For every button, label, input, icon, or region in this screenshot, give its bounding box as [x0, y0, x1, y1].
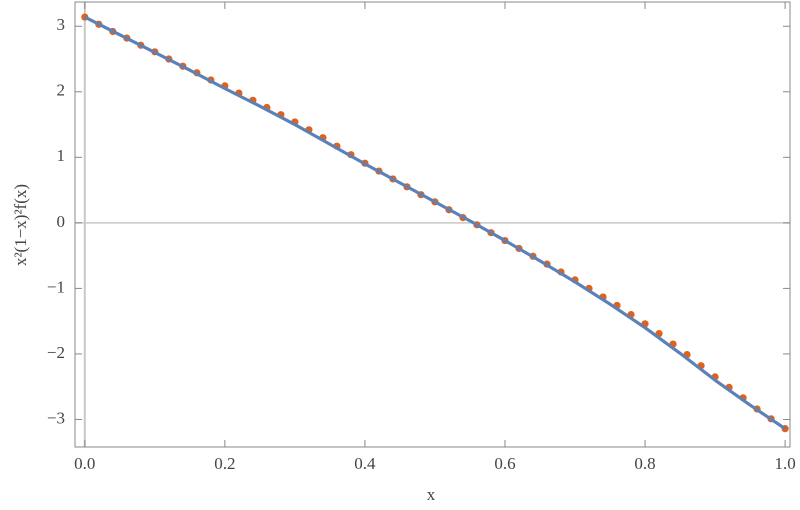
- plot-frame: [74, 1, 791, 448]
- y-tick-label: 1: [57, 146, 66, 165]
- x-axis-label: x: [427, 485, 436, 504]
- y-tick-label: 2: [57, 81, 66, 100]
- y-axis-label: x²(1−x)²f(x): [11, 184, 30, 266]
- y-tick-label: −1: [47, 277, 65, 296]
- data-line: [84, 15, 786, 430]
- y-tick-label: 3: [57, 15, 66, 34]
- x-tick-label: 0.0: [74, 454, 95, 473]
- x-tick-label: 0.6: [494, 454, 515, 473]
- y-tick-label: −2: [47, 343, 65, 362]
- x-tick-label: 0.2: [214, 454, 235, 473]
- x-tick-label: 1.0: [774, 454, 795, 473]
- x-tick-label: 0.4: [354, 454, 376, 473]
- y-tick-label: −3: [47, 408, 65, 427]
- x-tick-label: 0.8: [634, 454, 655, 473]
- y-tick-label: 0: [57, 212, 66, 231]
